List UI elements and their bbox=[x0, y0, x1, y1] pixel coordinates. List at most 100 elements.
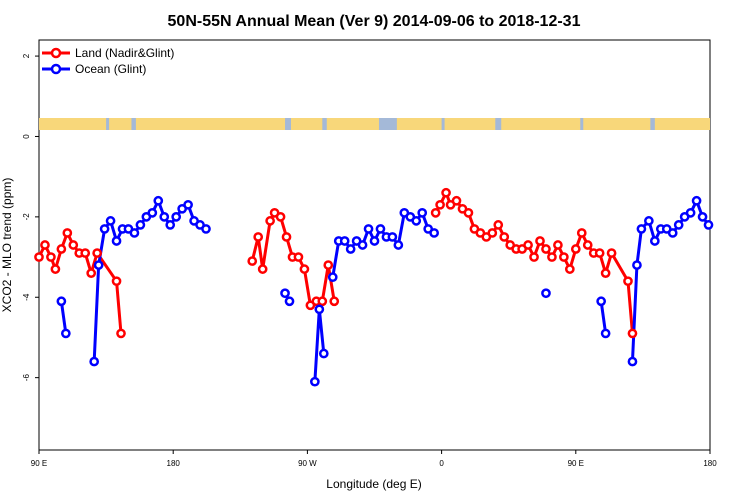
ocean-glint-point bbox=[685, 207, 696, 218]
land-nadir-glint-point bbox=[487, 228, 498, 238]
land-nadir-glint-point bbox=[499, 232, 510, 242]
strip-land-band bbox=[39, 118, 107, 130]
ocean-glint-point bbox=[393, 240, 404, 250]
ocean-glint-point bbox=[600, 328, 611, 339]
ocean-glint-point bbox=[644, 216, 654, 226]
ocean-glint-point bbox=[627, 356, 638, 367]
ocean-glint-point bbox=[691, 195, 702, 206]
ocean-glint-point bbox=[284, 296, 295, 307]
land-nadir-glint-point bbox=[68, 240, 79, 250]
strip-land-band bbox=[654, 118, 710, 130]
land-nadir-glint-point bbox=[257, 264, 268, 274]
land-nadir-glint-point bbox=[46, 252, 56, 262]
ocean-glint-point bbox=[147, 207, 158, 218]
ocean-glint-point bbox=[99, 224, 110, 234]
land-nadir-glint-point bbox=[564, 264, 575, 274]
ocean-glint-point bbox=[369, 236, 380, 246]
ocean-glint-point bbox=[363, 224, 374, 234]
x-tick-label: 90 E bbox=[568, 459, 584, 468]
land-nadir-glint-line bbox=[37, 231, 123, 334]
land-nadir-glint-point bbox=[253, 232, 264, 242]
ocean-glint-point bbox=[429, 228, 439, 238]
ocean-glint-point bbox=[375, 224, 386, 234]
ocean-glint-point bbox=[135, 220, 146, 230]
land-nadir-glint-point bbox=[317, 296, 328, 307]
ocean-glint-point bbox=[327, 272, 338, 283]
ocean-glint-point bbox=[318, 348, 329, 359]
land-nadir-glint-point bbox=[275, 212, 286, 222]
y-tick-label: -4 bbox=[22, 293, 31, 301]
ocean-glint-point bbox=[310, 376, 320, 387]
land-nadir-glint-point bbox=[582, 240, 593, 250]
ocean-glint-point bbox=[129, 228, 140, 238]
land-nadir-glint-point bbox=[80, 248, 91, 258]
y-axis-label: XCO2 - MLO trend (ppm) bbox=[0, 178, 14, 313]
x-tick-label: 90 E bbox=[31, 459, 47, 468]
x-tick-label: 180 bbox=[703, 459, 717, 468]
series-points bbox=[34, 187, 714, 387]
y-tick-label: -2 bbox=[22, 213, 31, 221]
land-nadir-glint-point bbox=[293, 252, 304, 262]
ocean-glint-line bbox=[59, 301, 68, 334]
land-nadir-glint-point bbox=[34, 252, 44, 262]
land-nadir-glint-point bbox=[299, 264, 310, 274]
land-nadir-glint-point bbox=[594, 248, 605, 258]
land-nadir-glint-point bbox=[441, 187, 451, 198]
ocean-glint-point bbox=[183, 199, 193, 210]
land-nadir-glint-point bbox=[553, 240, 563, 250]
land-nadir-glint-point bbox=[529, 252, 539, 262]
plot-frame bbox=[38, 39, 711, 451]
y-tick-label: -6 bbox=[22, 374, 31, 382]
ocean-glint-point bbox=[280, 288, 290, 299]
ocean-glint-point bbox=[153, 195, 164, 206]
ocean-glint-point bbox=[636, 224, 647, 234]
land-nadir-glint-point bbox=[281, 232, 292, 242]
legend-land-marker bbox=[50, 47, 62, 59]
land-nadir-glint-point bbox=[535, 236, 545, 246]
land-nadir-glint-point bbox=[541, 244, 551, 254]
ocean-glint-point bbox=[89, 356, 100, 367]
land-nadir-glint-point bbox=[493, 220, 504, 230]
land-ocean-strip bbox=[39, 118, 710, 130]
land-nadir-glint-point bbox=[50, 264, 61, 274]
ocean-glint-point bbox=[697, 212, 708, 222]
land-nadir-glint-point bbox=[62, 228, 73, 238]
land-nadir-glint-point bbox=[435, 199, 445, 210]
ocean-glint-point bbox=[417, 207, 428, 218]
strip-land-band bbox=[396, 118, 442, 130]
land-nadir-glint-point bbox=[627, 328, 638, 339]
strip-land-band bbox=[444, 118, 496, 130]
x-tick-label: 90 W bbox=[298, 459, 317, 468]
land-nadir-glint-point bbox=[56, 244, 67, 254]
ocean-glint-point bbox=[673, 220, 684, 230]
land-nadir-glint-point bbox=[463, 207, 474, 218]
ocean-glint-point bbox=[541, 288, 551, 299]
legend: Land (Nadir&Glint) Ocean (Glint) bbox=[42, 46, 174, 76]
ocean-glint-point bbox=[171, 212, 182, 222]
ocean-glint-point bbox=[345, 244, 356, 254]
land-nadir-glint-point bbox=[111, 276, 122, 287]
land-nadir-glint-point bbox=[606, 248, 617, 258]
chart-title: 50N-55N Annual Mean (Ver 9) 2014-09-06 t… bbox=[168, 13, 581, 30]
x-tick-label: 0 bbox=[439, 459, 444, 468]
legend-ocean-label: Ocean (Glint) bbox=[75, 62, 146, 76]
ocean-glint-point bbox=[60, 328, 71, 339]
ocean-glint-point bbox=[105, 216, 116, 226]
land-nadir-glint-point bbox=[116, 328, 126, 339]
ocean-glint-point bbox=[56, 296, 67, 307]
x-tick-label: 180 bbox=[167, 459, 181, 468]
legend-land-label: Land (Nadir&Glint) bbox=[75, 46, 174, 60]
ocean-glint-point bbox=[314, 304, 325, 315]
x-axis: 90 E 180 90 W 0 90 E 180 bbox=[31, 450, 717, 468]
ocean-glint-point bbox=[201, 224, 211, 234]
ocean-glint-point bbox=[387, 232, 398, 242]
strip-land-band bbox=[583, 118, 651, 130]
land-nadir-glint-point bbox=[329, 296, 340, 307]
strip-land-band bbox=[501, 118, 581, 130]
ocean-glint-point bbox=[667, 228, 678, 238]
strip-land-band bbox=[135, 118, 286, 130]
ocean-glint-point bbox=[339, 236, 350, 246]
strip-land-band bbox=[109, 118, 132, 130]
y-tick-label: 0 bbox=[22, 134, 31, 139]
